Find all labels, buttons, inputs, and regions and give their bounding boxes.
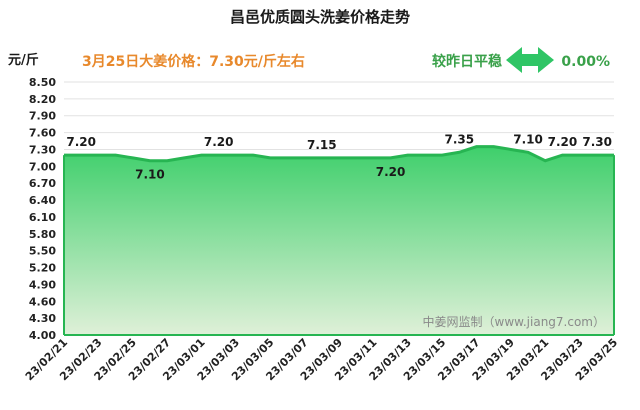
y-tick-label: 7.90 bbox=[29, 110, 56, 123]
y-tick-label: 8.20 bbox=[29, 93, 56, 106]
price-area bbox=[63, 145, 615, 336]
price-note: 3月25日大姜价格：7.30元/斤左右 bbox=[82, 53, 305, 70]
data-label: 7.35 bbox=[445, 132, 475, 146]
x-axis-ticks: 23/02/2123/02/2323/02/2523/02/2723/03/01… bbox=[23, 336, 620, 383]
data-label: 7.20 bbox=[66, 135, 96, 149]
data-label: 7.20 bbox=[204, 135, 234, 149]
y-axis-ticks: 4.00 4.30 4.60 4.90 5.20 5.50 5.80 6.10 6.40 6.70… bbox=[29, 76, 56, 342]
y-tick-label: 7.00 bbox=[29, 160, 56, 173]
y-tick-label: 4.00 bbox=[29, 329, 56, 342]
data-label: 7.15 bbox=[307, 138, 337, 152]
watermark: 中姜网监制（www.jiang7.com） bbox=[423, 314, 605, 329]
y-tick-label: 4.90 bbox=[29, 278, 56, 291]
compare-value: 0.00% bbox=[561, 54, 610, 70]
y-tick-label: 5.20 bbox=[29, 262, 56, 275]
series-line bbox=[64, 145, 614, 163]
double-arrow-icon bbox=[506, 47, 554, 73]
compare-label: 较昨日平稳 bbox=[432, 53, 502, 70]
data-label: 7.20 bbox=[548, 135, 578, 149]
data-labels: 7.20 7.10 7.20 7.15 7.20 7.35 7.10 7.20 7.30 bbox=[66, 132, 612, 181]
y-tick-label: 5.80 bbox=[29, 228, 56, 241]
y-axis-unit: 元/斤 bbox=[8, 52, 39, 68]
area-fill bbox=[64, 146, 614, 335]
y-tick-label: 4.30 bbox=[29, 312, 56, 325]
data-label: 7.30 bbox=[582, 135, 612, 149]
y-tick-label: 6.10 bbox=[29, 211, 56, 224]
y-tick-label: 6.40 bbox=[29, 194, 56, 207]
y-tick-label: 6.70 bbox=[29, 177, 56, 190]
y-tick-label: 4.60 bbox=[29, 295, 56, 308]
y-tick-label: 5.50 bbox=[29, 245, 56, 258]
y-tick-label: 7.30 bbox=[29, 143, 56, 156]
data-label: 7.20 bbox=[376, 165, 406, 179]
data-label: 7.10 bbox=[135, 168, 165, 182]
y-tick-label: 7.60 bbox=[29, 127, 56, 140]
chart-title: 昌邑优质圆头洗姜价格走势 bbox=[230, 8, 410, 26]
y-tick-label: 8.50 bbox=[29, 76, 56, 89]
data-label: 7.10 bbox=[513, 132, 543, 146]
